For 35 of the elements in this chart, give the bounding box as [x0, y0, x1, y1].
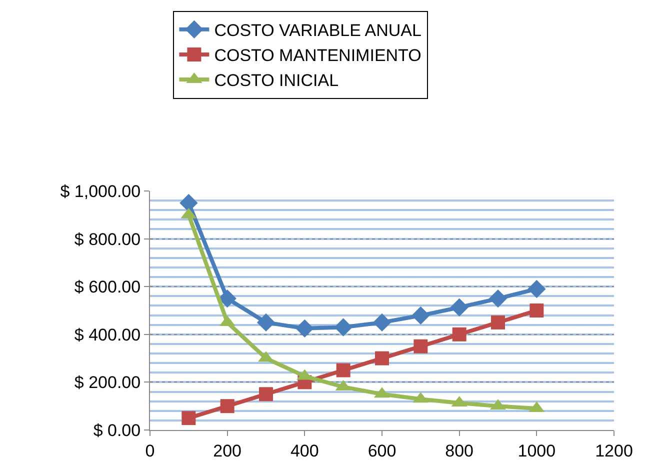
point: [334, 318, 352, 336]
x-tick-label: 1200: [595, 441, 633, 460]
legend-label: COSTO INICIAL: [214, 71, 339, 90]
point: [180, 194, 198, 212]
y-tick-label: $ 800.00: [74, 230, 141, 249]
point: [296, 319, 314, 338]
y-tick-label: $ 600.00: [74, 278, 141, 297]
x-tick-label: 200: [213, 441, 242, 460]
x-tick-label: 800: [445, 441, 474, 460]
x-tick-label: 400: [290, 441, 319, 460]
point: [218, 289, 236, 308]
y-tick-label: $ 0.00: [93, 420, 141, 440]
point: [491, 315, 505, 330]
x-tick-label: 600: [368, 441, 396, 460]
point: [375, 351, 389, 366]
point: [259, 387, 273, 402]
point: [450, 298, 468, 316]
point: [488, 289, 508, 308]
point: [220, 399, 234, 414]
point: [182, 411, 196, 426]
point: [528, 280, 546, 298]
point: [530, 304, 544, 318]
point: [256, 313, 276, 332]
legend-label: COSTO MANTENIMIENTO: [214, 46, 422, 66]
y-tick-label: $ 400.00: [74, 325, 141, 344]
x-tick-label: 0: [145, 441, 155, 460]
point: [336, 363, 350, 378]
y-tick-label: $ 1,000.00: [60, 182, 141, 201]
point: [414, 339, 428, 354]
legend-label: COSTO VARIABLE ANUAL: [214, 20, 422, 40]
point: [372, 313, 392, 332]
y-tick-label: $ 200.00: [74, 373, 141, 392]
x-tick-label: 1000: [518, 441, 556, 460]
point: [412, 306, 430, 325]
point: [452, 327, 466, 342]
